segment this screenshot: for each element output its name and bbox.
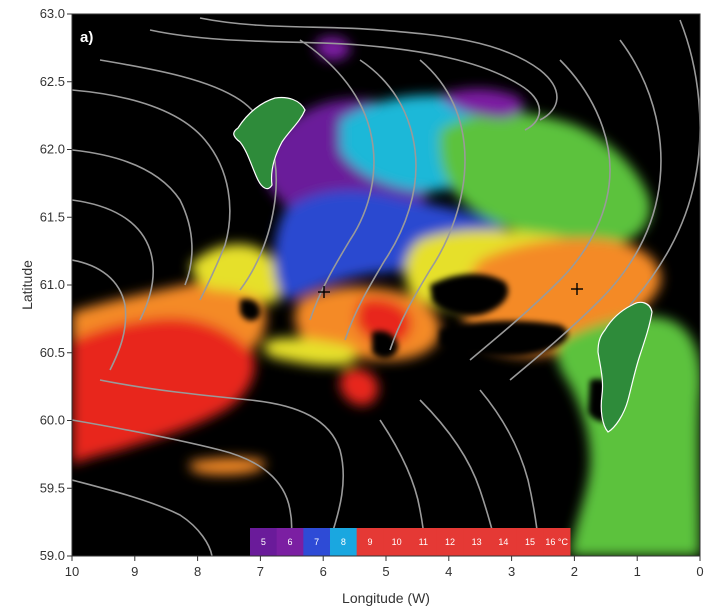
colorbar-swatch — [276, 528, 304, 556]
panel-label: a) — [80, 29, 93, 46]
bathymetry-contours — [72, 17, 700, 556]
colorbar-swatch — [490, 528, 518, 556]
colorbar-label: 10 — [392, 537, 402, 547]
y-tick-label: 59.0 — [40, 548, 65, 563]
y-tick-label: 63.0 — [40, 6, 65, 21]
y-axis-title: Latitude — [19, 260, 35, 310]
y-tick-label: 61.0 — [40, 277, 65, 292]
x-tick-label: 1 — [634, 564, 641, 579]
x-axis: 10 9 8 7 6 5 4 3 2 1 0 — [65, 556, 704, 579]
colorbar-label: 7 — [314, 537, 319, 547]
colorbar-swatch — [543, 528, 571, 556]
colorbar-label: 14 — [498, 537, 508, 547]
colorbar-label: 13 — [472, 537, 482, 547]
colorbar-swatch — [410, 528, 438, 556]
sst-orange-islet — [190, 457, 266, 475]
x-tick-label: 3 — [508, 564, 515, 579]
y-tick-label: 60.5 — [40, 345, 65, 360]
y-tick-label: 61.5 — [40, 209, 65, 224]
colorbar-swatch — [303, 528, 331, 556]
colorbar-swatch — [383, 528, 411, 556]
colorbar-swatch — [516, 528, 544, 556]
y-tick-label: 62.0 — [40, 142, 65, 157]
colorbar-label: 12 — [445, 537, 455, 547]
y-axis: 63.0 62.5 62.0 61.5 61.0 60.5 60.0 59.5 59.0 — [40, 6, 72, 563]
sst-purple-northeast — [440, 88, 524, 119]
colorbar-label: 15 — [525, 537, 535, 547]
crosshair-markers — [318, 283, 583, 298]
sst-orange-west — [72, 280, 266, 350]
sst-red-central — [355, 298, 412, 345]
colorbar-swatch — [356, 528, 384, 556]
sst-red-south — [339, 368, 379, 406]
y-tick-label: 59.5 — [40, 480, 65, 495]
x-tick-label: 6 — [320, 564, 327, 579]
sst-red-west — [72, 300, 255, 465]
colorbar-label: 5 — [261, 537, 266, 547]
colorbar-label: 16 °C — [545, 537, 568, 547]
colorbar-swatch — [436, 528, 464, 556]
y-tick-label: 62.5 — [40, 74, 65, 89]
colorbar-label: 9 — [367, 537, 372, 547]
faroe-islands — [233, 96, 306, 190]
colorbar-label: 6 — [287, 537, 292, 547]
x-tick-label: 4 — [445, 564, 452, 579]
x-tick-label: 7 — [257, 564, 264, 579]
sst-yellow-strip — [263, 337, 357, 366]
x-tick-label: 9 — [131, 564, 138, 579]
x-tick-label: 0 — [696, 564, 703, 579]
colorbar-swatch — [330, 528, 358, 556]
sst-blue-central — [273, 190, 511, 300]
x-tick-label: 10 — [65, 564, 79, 579]
x-axis-title: Longitude (W) — [342, 590, 430, 606]
colorbar-label: 8 — [341, 537, 346, 547]
x-tick-label: 2 — [571, 564, 578, 579]
x-tick-label: 5 — [382, 564, 389, 579]
sst-green-southeast — [556, 316, 700, 556]
shetland-islands — [597, 301, 653, 433]
colorbar-swatch — [250, 528, 278, 556]
x-tick-label: 8 — [194, 564, 201, 579]
y-tick-label: 60.0 — [40, 413, 65, 428]
colorbar-swatch — [463, 528, 491, 556]
sst-green-northeast — [439, 112, 651, 245]
colorbar: 5 6 7 8 9 10 11 12 13 14 15 16 °C — [250, 528, 571, 556]
colorbar-label: 11 — [419, 537, 428, 547]
